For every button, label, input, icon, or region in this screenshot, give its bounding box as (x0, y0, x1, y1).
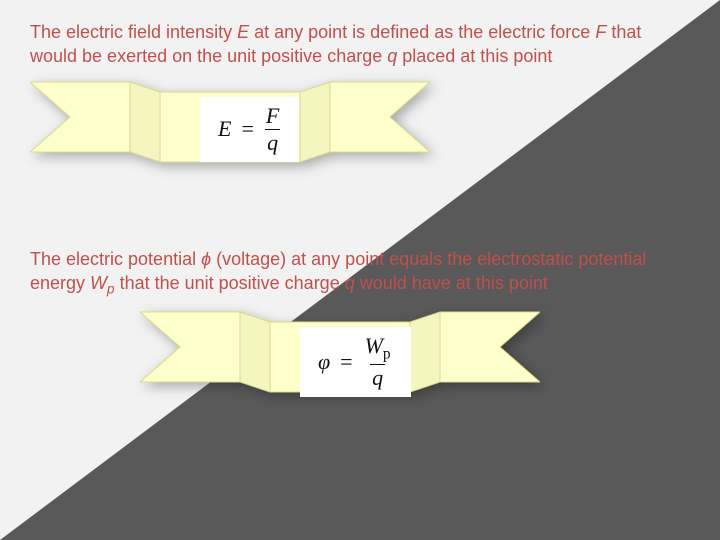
formula1-eq: = (241, 116, 253, 142)
def1-pre: The electric field intensity (30, 22, 237, 42)
formula2-eq: = (340, 349, 352, 375)
def2-var-q: q (345, 273, 355, 293)
def2-post: would have at this point (355, 273, 548, 293)
def1-var-E: E (237, 22, 249, 42)
definition-electric-field: The electric field intensity E at any po… (30, 20, 690, 69)
formula1-num: F (266, 103, 279, 128)
formula2-num-sub: p (383, 345, 391, 362)
definition-electric-potential: The electric potential ϕ (voltage) at an… (30, 247, 690, 299)
formula1-fraction: F q (264, 105, 281, 154)
slide-content: The electric field intensity E at any po… (0, 0, 720, 457)
def1-post: placed at this point (397, 46, 552, 66)
ribbon-container-1: E = F q (30, 77, 690, 177)
def1-var-F: F (595, 22, 606, 42)
def2-pre: The electric potential (30, 249, 201, 269)
def1-var-q: q (387, 46, 397, 66)
def2-var-W-sub: p (107, 281, 115, 296)
formula1-den: q (267, 130, 278, 155)
formula2-num: W (365, 333, 383, 358)
formula2-lhs: φ (318, 349, 330, 375)
formula1-lhs: E (218, 116, 231, 142)
def2-var-W: W (90, 273, 107, 293)
def2-var-phi: ϕ (201, 249, 211, 269)
formula2-den: q (372, 365, 383, 390)
formula-electric-potential: φ = Wp q (300, 327, 411, 397)
formula2-fraction: Wp q (363, 335, 393, 389)
ribbon-container-2: φ = Wp q (30, 307, 690, 407)
def2-mid2: that the unit positive charge (115, 273, 345, 293)
formula-electric-field: E = F q (200, 97, 299, 162)
def1-mid1: at any point is defined as the electric … (249, 22, 595, 42)
